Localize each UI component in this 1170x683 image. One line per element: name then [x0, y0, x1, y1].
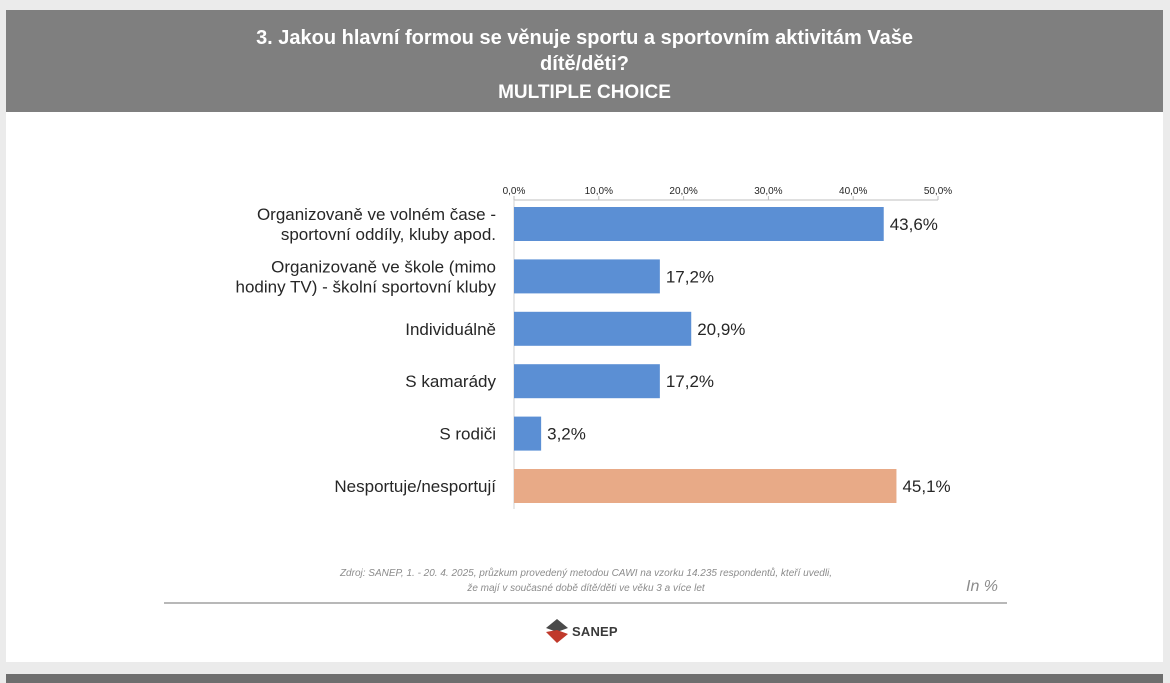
header-band: 3. Jakou hlavní formou se věnuje sportu …	[6, 10, 1163, 112]
question-line-2: dítě/děti?	[540, 53, 629, 75]
question-title: 3. Jakou hlavní formou se věnuje sportu …	[6, 25, 1163, 77]
bar	[514, 364, 660, 399]
category-label: sportovní oddíly, kluby apod.	[281, 225, 496, 244]
category-label: hodiny TV) - školní sportovní kluby	[236, 277, 497, 296]
x-tick-label: 30,0%	[754, 186, 782, 197]
x-tick-label: 10,0%	[585, 186, 613, 197]
bar-chart: 0,0% 10,0% 20,0% 30,0% 40,0% 50,0% 43,6% Organi…	[236, 186, 952, 509]
category-label: S kamarády	[405, 372, 496, 391]
question-subtitle: MULTIPLE CHOICE	[498, 82, 671, 103]
category-label: Organizovaně ve volném čase -	[257, 205, 496, 224]
bar	[514, 207, 884, 241]
data-label: 45,1%	[902, 477, 950, 496]
source-note: Zdroj: SANEP, 1. - 20. 4. 2025, průzkum …	[236, 566, 936, 596]
category-label: Individuálně	[405, 320, 496, 339]
category-label: S rodiči	[439, 425, 496, 444]
category-label: Organizovaně ve škole (mimo	[271, 257, 496, 276]
bar	[514, 259, 660, 294]
footer-divider	[164, 602, 1007, 604]
slide: 3. Jakou hlavní formou se věnuje sportu …	[6, 10, 1163, 662]
x-tick-label: 40,0%	[839, 186, 867, 197]
category-label: Nesportuje/nesportují	[334, 477, 496, 496]
sanep-logo-icon	[546, 619, 568, 643]
question-line-1: 3. Jakou hlavní formou se věnuje sportu …	[256, 27, 913, 49]
unit-note: In %	[966, 578, 999, 595]
x-tick-label: 50,0%	[924, 186, 952, 197]
data-label: 20,9%	[697, 320, 745, 339]
source-line-1: Zdroj: SANEP, 1. - 20. 4. 2025, průzkum …	[339, 568, 833, 579]
bar	[514, 311, 692, 346]
data-label: 3,2%	[547, 425, 586, 444]
sanep-logo-text: SANEP	[572, 624, 618, 639]
next-slide-edge	[6, 674, 1163, 683]
x-tick-label: 0,0%	[503, 186, 526, 197]
data-label: 43,6%	[890, 215, 938, 234]
bar	[514, 416, 542, 451]
x-tick-label: 20,0%	[669, 186, 697, 197]
source-line-2: že mají v současné době dítě/děti ve věk…	[467, 583, 705, 594]
sanep-logo: SANEP	[544, 618, 634, 644]
data-label: 17,2%	[666, 372, 714, 391]
data-label: 17,2%	[666, 267, 714, 286]
bar	[514, 469, 897, 503]
